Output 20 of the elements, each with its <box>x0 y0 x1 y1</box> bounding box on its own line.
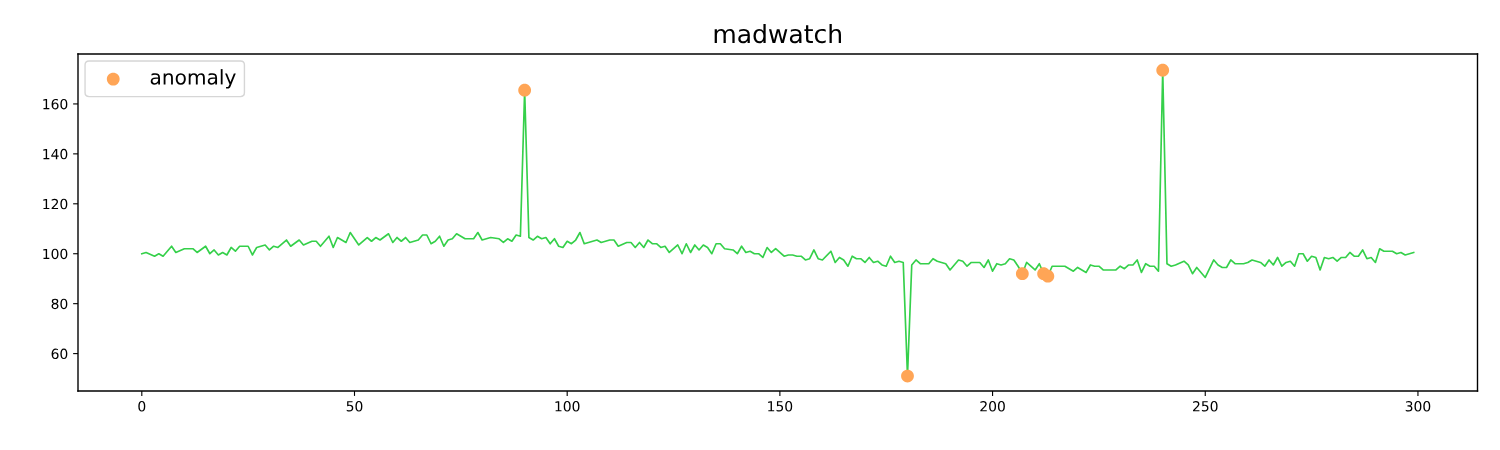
x-tick-label: 250 <box>1193 401 1218 412</box>
point <box>1156 63 1170 77</box>
y-tick-label: 60 <box>51 348 68 360</box>
point <box>1015 267 1029 281</box>
x-tick-label: 100 <box>555 401 580 412</box>
y-tick-label: 120 <box>43 198 68 210</box>
point <box>901 369 914 383</box>
chart-title: madwatch <box>714 23 841 44</box>
x-tick-label: 50 <box>346 401 363 412</box>
y-tick-label: 160 <box>43 98 68 110</box>
y-tick-label: 140 <box>43 148 68 160</box>
point <box>518 83 532 97</box>
point <box>1041 269 1055 283</box>
x-tick-label: 0 <box>138 401 146 412</box>
y-tick-label: 100 <box>43 248 68 260</box>
legend-label: anomaly <box>150 69 236 89</box>
x-tick-label: 150 <box>768 401 793 412</box>
y-tick-label: 80 <box>51 298 68 310</box>
x-tick-label: 200 <box>980 401 1005 412</box>
x-tick-label: 300 <box>1405 401 1431 412</box>
